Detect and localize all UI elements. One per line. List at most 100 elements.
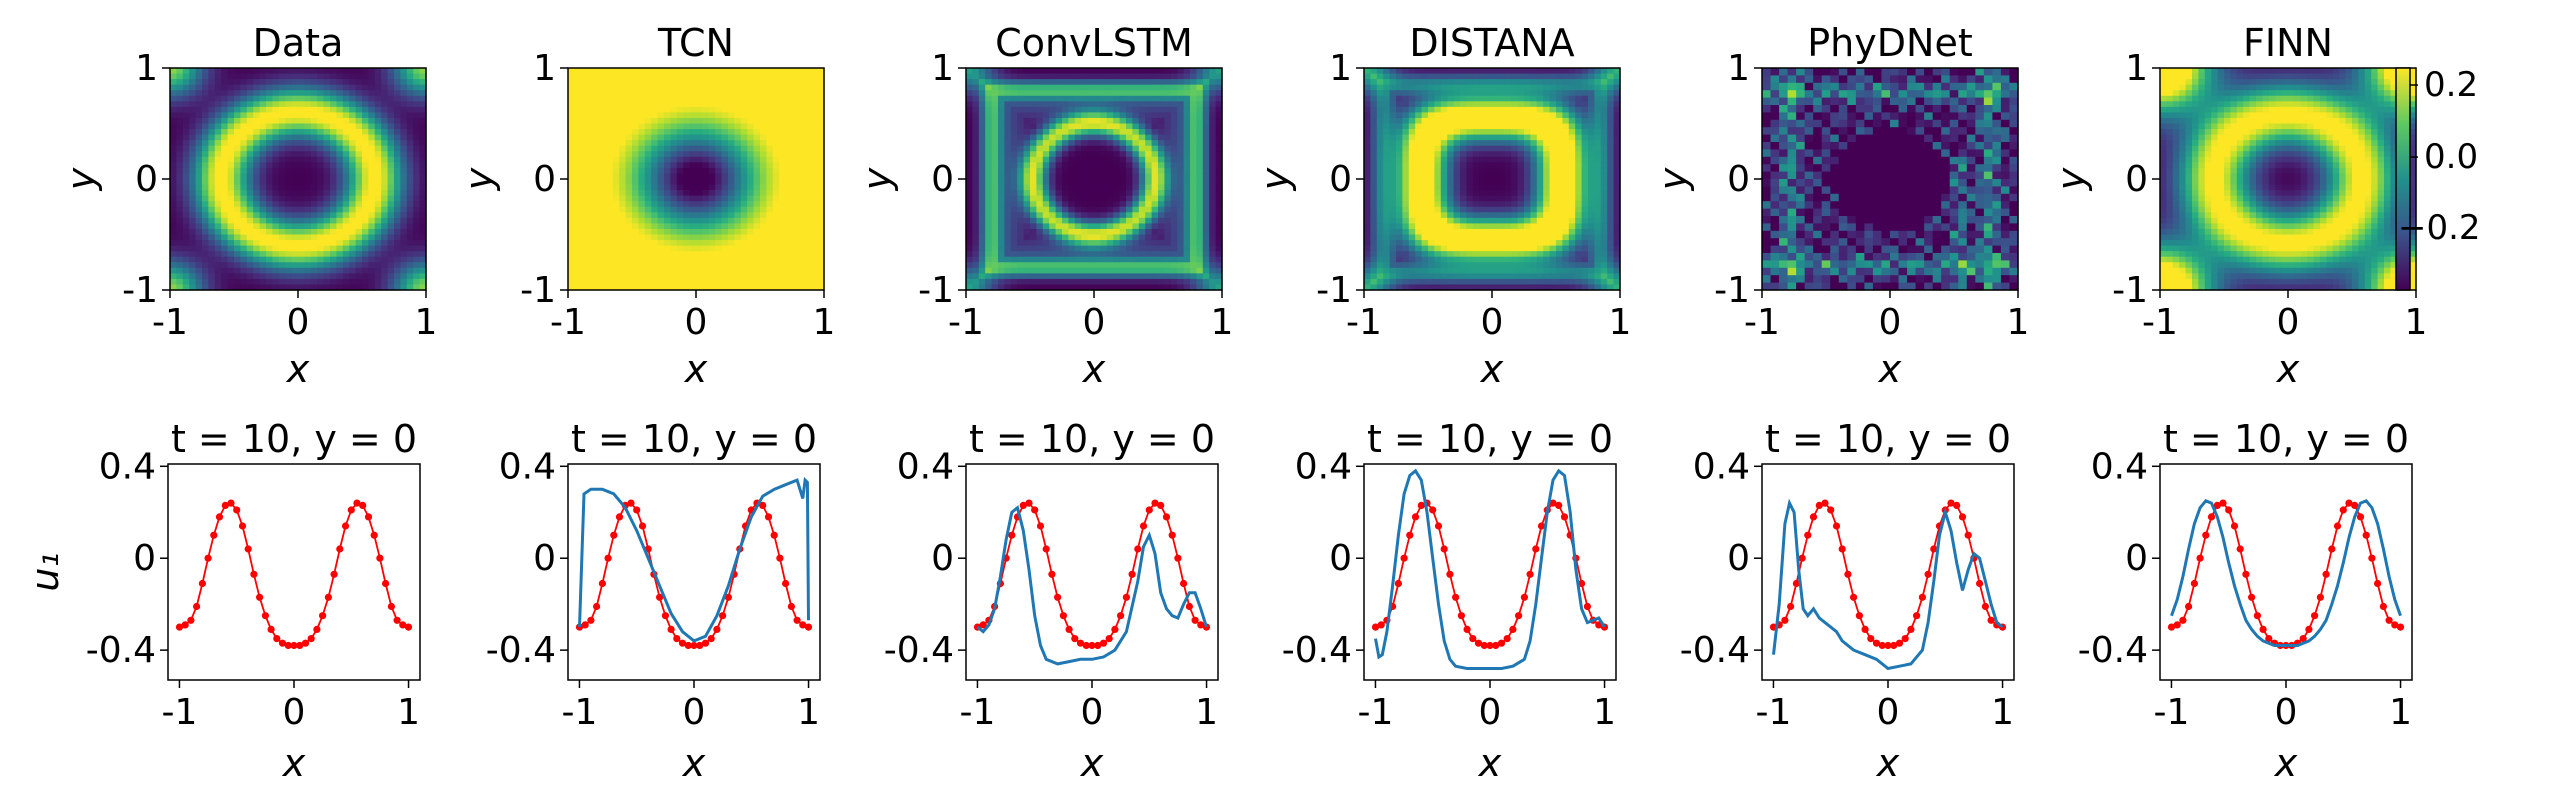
heatmap-cell [619, 217, 627, 224]
heatmap-cell [310, 190, 318, 197]
heatmap-cell [991, 262, 999, 269]
heatmap-cell [1010, 79, 1018, 86]
heatmap-cell [625, 151, 633, 158]
heatmap-cell [772, 106, 780, 113]
heatmap-cell [1376, 278, 1384, 286]
heatmap-cell [176, 129, 184, 136]
heatmap-cell [1036, 240, 1044, 247]
heatmap-cell [1100, 195, 1108, 202]
heatmap-cell [696, 206, 703, 213]
heatmap-cell [708, 84, 716, 91]
heatmap-cell [817, 140, 825, 147]
heatmap-cell [1119, 234, 1127, 241]
heatmap-cell [1126, 195, 1133, 202]
heatmap-cell [991, 223, 999, 230]
heatmap-cell [817, 90, 825, 97]
heatmap-cell [1023, 101, 1031, 108]
heatmap-cell [664, 123, 671, 130]
heatmap-cell [817, 184, 825, 191]
heatmap-cell [240, 195, 248, 202]
heatmap-cell [702, 217, 710, 224]
heatmap-cell [1151, 217, 1159, 224]
heatmap-cell [1209, 267, 1217, 274]
heatmap-cell [966, 228, 973, 236]
heatmap-cell [734, 79, 742, 86]
heatmap-cell [227, 184, 235, 191]
heatmap-cell [240, 245, 248, 252]
heatmap-cell [336, 179, 344, 186]
heatmap-cell [1094, 167, 1101, 175]
heatmap-cell [278, 173, 286, 180]
heatmap-cell [696, 267, 703, 274]
heatmap-cell [1106, 84, 1114, 91]
heatmap-cell [1190, 245, 1197, 252]
heatmap-cell [740, 256, 748, 263]
heatmap-cell [374, 79, 382, 86]
heatmap-cell [1138, 73, 1146, 80]
heatmap-cell [747, 145, 755, 152]
heatmap-cell [170, 284, 177, 291]
heatmap-cell [1190, 184, 1197, 191]
heatmap-cell [1164, 262, 1172, 269]
heatmap-cell [1170, 223, 1178, 230]
heatmap-cell [1113, 112, 1121, 119]
heatmap-cell [1081, 184, 1089, 191]
heatmap-cell [1196, 273, 1204, 280]
heatmap-cell [587, 73, 595, 80]
heatmap-cell [1004, 140, 1012, 147]
heatmap-cell [715, 79, 723, 86]
heatmap-cell [1126, 273, 1133, 280]
heatmap-cell [176, 190, 184, 197]
heatmap-cell [1190, 251, 1197, 258]
heatmap-cell [1370, 284, 1378, 291]
heatmap-cell [766, 106, 774, 113]
heatmap-cell [1094, 195, 1101, 202]
heatmap-cell [253, 129, 261, 136]
heatmap-cell [1158, 162, 1165, 169]
heatmap-cell [683, 129, 691, 136]
heatmap-cell [1202, 179, 1210, 186]
heatmap-cell [612, 117, 620, 125]
heatmap-cell [740, 284, 748, 291]
heatmap-cell [676, 101, 684, 108]
heatmap-cell [240, 173, 248, 180]
heatmap-cell [606, 101, 614, 108]
heatmap-cell [978, 240, 986, 247]
heatmap-cell [1177, 73, 1185, 80]
heatmap-cell [804, 262, 812, 269]
heatmap-cell [766, 95, 774, 102]
heatmap-cell [362, 73, 369, 80]
heatmap-cell [715, 84, 723, 91]
heatmap-cell [1164, 140, 1172, 147]
heatmap-cell [1042, 262, 1050, 269]
heatmap-cell [1036, 284, 1044, 291]
heatmap-cell [734, 195, 742, 202]
heatmap-cell [696, 84, 703, 91]
heatmap-cell [1017, 195, 1025, 202]
heatmap-cell [1100, 162, 1108, 169]
heatmap-cell [349, 140, 357, 147]
heatmap-cell [1074, 240, 1082, 247]
heatmap-cell [291, 262, 299, 269]
heatmap-cell [355, 79, 363, 86]
heatmap-cell [323, 106, 331, 113]
heatmap-cell [619, 95, 627, 102]
heatmap-cell [689, 262, 697, 269]
heatmap-cell [1196, 167, 1204, 175]
heatmap-cell [1202, 256, 1210, 263]
heatmap-cell [298, 95, 305, 102]
heatmap-cell [817, 256, 825, 263]
heatmap-cell [683, 212, 691, 219]
heatmap-cell [413, 134, 421, 141]
heatmap-cell [374, 256, 382, 263]
heatmap-cell [304, 90, 312, 97]
heatmap-cell [1030, 278, 1037, 286]
heatmap-cell [772, 228, 780, 236]
heatmap-cell [182, 206, 190, 213]
heatmap-cell [1087, 145, 1095, 152]
heatmap-cell [419, 256, 427, 263]
heatmap-cell [740, 101, 748, 108]
heatmap-cell [766, 84, 774, 91]
heatmap-cell [760, 195, 767, 202]
heatmap-cell [1094, 245, 1101, 252]
